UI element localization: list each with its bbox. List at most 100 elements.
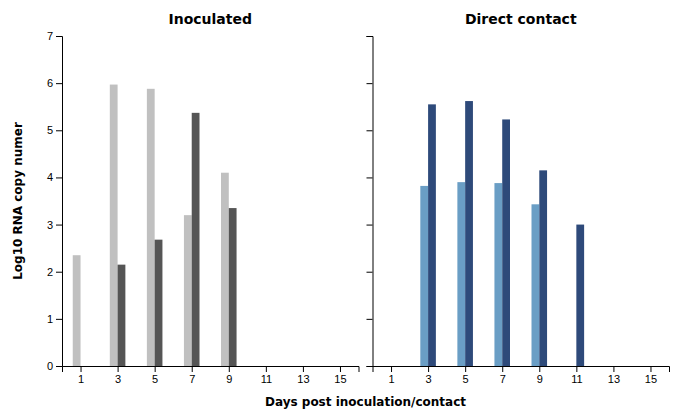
y-tick-mark <box>367 366 373 367</box>
x-tick-mark <box>539 366 540 372</box>
y-axis-line <box>367 37 374 367</box>
bar <box>73 255 81 366</box>
x-tick-mark <box>81 366 82 372</box>
x-tick-mark <box>266 366 267 372</box>
panel: 1357911131501234567InoculatedLog10 RNA c… <box>11 11 359 385</box>
y-tick: 2 <box>47 266 62 278</box>
y-tick <box>367 319 373 320</box>
bar <box>428 104 436 366</box>
x-tick-label: 5 <box>152 373 158 385</box>
y-tick-mark <box>367 130 373 131</box>
bar <box>531 204 539 366</box>
x-tick-label: 15 <box>334 373 346 385</box>
y-tick: 4 <box>47 171 62 183</box>
x-tick: 15 <box>334 366 346 385</box>
x-tick: 3 <box>115 366 121 385</box>
x-tick-label: 13 <box>608 373 620 385</box>
bar <box>110 85 118 366</box>
x-tick-label: 1 <box>388 373 394 385</box>
x-axis: 13579111315 <box>373 366 670 385</box>
y-tick: 0 <box>47 360 62 372</box>
x-tick-mark <box>391 366 392 372</box>
y-tick: 6 <box>47 77 62 89</box>
x-tick-mark <box>502 366 503 372</box>
x-tick-label: 11 <box>261 373 272 385</box>
x-tick-mark <box>428 366 429 372</box>
bar <box>457 182 465 366</box>
x-tick: 5 <box>463 366 469 385</box>
x-axis: 13579111315 <box>63 366 360 385</box>
y-tick-label: 1 <box>47 313 53 325</box>
x-tick-mark <box>229 366 230 372</box>
y-tick-mark <box>56 177 62 178</box>
y-tick-label: 0 <box>47 360 53 372</box>
y-axis-line <box>56 37 63 367</box>
panel-title: Direct contact <box>465 11 577 27</box>
bar <box>229 208 237 366</box>
y-tick-mark <box>367 177 373 178</box>
y-tick-mark <box>367 36 373 37</box>
y-tick <box>367 366 373 367</box>
x-tick: 9 <box>226 366 232 385</box>
y-tick: 5 <box>47 124 62 136</box>
x-tick: 13 <box>608 366 620 385</box>
x-tick-mark <box>303 366 304 372</box>
y-tick-mark <box>367 319 373 320</box>
x-tick-label: 7 <box>189 373 195 385</box>
bar <box>420 186 428 366</box>
y-tick-label: 7 <box>47 30 53 42</box>
x-tick-label: 9 <box>537 373 543 385</box>
x-tick: 11 <box>571 366 582 385</box>
x-tick-mark <box>192 366 193 372</box>
x-tick-mark <box>340 366 341 372</box>
bar <box>576 225 584 366</box>
bar <box>192 113 200 366</box>
y-tick: 7 <box>47 30 62 42</box>
bar <box>539 170 547 366</box>
y-tick: 1 <box>47 313 62 325</box>
panel-title: Inoculated <box>168 11 252 27</box>
y-tick-mark <box>56 319 62 320</box>
x-tick: 11 <box>261 366 272 385</box>
y-tick-mark <box>56 130 62 131</box>
x-tick-label: 1 <box>78 373 84 385</box>
y-tick-mark <box>56 225 62 226</box>
x-tick-label: 3 <box>115 373 121 385</box>
y-tick-mark <box>56 36 62 37</box>
y-tick <box>367 272 373 273</box>
panel: 13579111315Direct contact <box>367 11 670 385</box>
x-tick: 5 <box>152 366 158 385</box>
x-axis-line <box>63 367 360 373</box>
bar <box>221 173 229 366</box>
bars <box>420 101 584 366</box>
x-tick-mark <box>465 366 466 372</box>
x-tick: 15 <box>645 366 657 385</box>
x-tick-label: 15 <box>645 373 657 385</box>
bar <box>184 215 192 366</box>
y-tick-mark <box>56 366 62 367</box>
x-tick: 3 <box>426 366 432 385</box>
y-tick-mark <box>56 272 62 273</box>
y-tick: 3 <box>47 219 62 231</box>
y-tick <box>367 83 373 84</box>
x-tick-label: 7 <box>500 373 506 385</box>
x-tick-label: 9 <box>226 373 232 385</box>
bar <box>155 240 163 366</box>
x-tick-label: 11 <box>571 373 582 385</box>
bar <box>147 89 155 366</box>
y-tick-mark <box>367 83 373 84</box>
chart: 1357911131501234567InoculatedLog10 RNA c… <box>0 0 683 418</box>
y-axis <box>367 37 374 367</box>
x-tick-mark <box>118 366 119 372</box>
x-tick-mark <box>576 366 577 372</box>
x-tick-label: 13 <box>297 373 309 385</box>
y-tick-mark <box>367 272 373 273</box>
x-tick: 7 <box>500 366 506 385</box>
y-axis-title: Log10 RNA copy numer <box>11 122 25 280</box>
y-tick <box>367 225 373 226</box>
x-tick-mark <box>613 366 614 372</box>
bar <box>118 265 126 366</box>
x-tick: 7 <box>189 366 195 385</box>
x-tick: 9 <box>537 366 543 385</box>
y-tick <box>367 130 373 131</box>
